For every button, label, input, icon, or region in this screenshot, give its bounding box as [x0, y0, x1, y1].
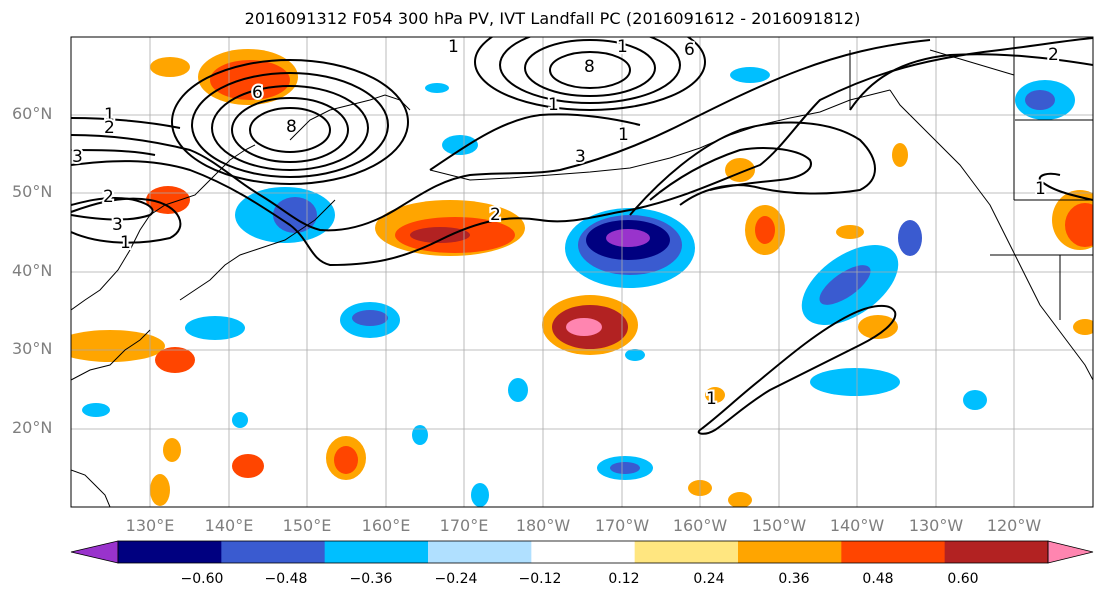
lat-label: 50°N [12, 182, 53, 201]
contour-label: 6 [252, 83, 263, 103]
colorbar-tick-label: −0.24 [434, 571, 478, 587]
lon-label: 160°W [672, 516, 728, 535]
colorbar-tick-label: 0.12 [608, 571, 640, 587]
lon-label: 130°W [908, 516, 964, 535]
map-title: 2016091312 F054 300 hPa PV, IVT Landfall… [244, 9, 861, 28]
colorbar-tick-label: 0.48 [862, 571, 894, 587]
contour-label: 1 [617, 37, 628, 57]
contour-label: 1 [618, 125, 629, 145]
pv-negative-anomalies [82, 67, 1075, 507]
plot-frame [70, 36, 1094, 508]
colorbar-extend-high [1047, 540, 1094, 564]
lat-label: 40°N [12, 261, 53, 280]
contour-label: 2 [1048, 45, 1059, 65]
colorbar-swatch [428, 541, 532, 563]
colorbar-tick-label: −0.48 [264, 571, 308, 587]
lat-label: 20°N [12, 418, 53, 437]
contour-label: 1 [548, 95, 559, 115]
lon-label: 180°W [515, 516, 571, 535]
lon-label: 150°E [282, 516, 332, 535]
colorbar-tick-label: 0.60 [947, 571, 979, 587]
colorbar-tick-label: −0.12 [518, 571, 562, 587]
colorbar-swatch [118, 541, 222, 563]
pv-positive-anomalies [71, 49, 1093, 507]
contour-label: 2 [490, 205, 501, 225]
lon-label: 120°W [986, 516, 1042, 535]
lat-label: 30°N [12, 339, 53, 358]
contour-label: 1 [1035, 179, 1046, 199]
colorbar-tick-label: −0.36 [349, 571, 393, 587]
contour-label: 8 [584, 57, 595, 77]
colorbar-swatch [944, 541, 1049, 563]
contour-label: 3 [575, 147, 586, 167]
colorbar [70, 540, 1094, 564]
colorbar-swatch [634, 541, 739, 563]
contour-labels: 1 1 2 3 6 8 2 3 1 1 3 1 1 6 8 2 1 1 2 [71, 37, 1061, 411]
pv-contours [71, 37, 1093, 435]
lon-label: 130°E [125, 516, 175, 535]
graticule [71, 37, 1093, 507]
colorbar-swatch [531, 541, 636, 563]
lon-label: 140°E [204, 516, 254, 535]
lat-label: 60°N [12, 104, 53, 123]
colorbar-swatch [841, 541, 946, 563]
lon-label: 160°E [361, 516, 411, 535]
colorbar-swatch [738, 541, 842, 563]
colorbar-tick-label: 0.36 [778, 571, 810, 587]
contour-label: 1 [448, 37, 459, 57]
lon-label: 150°W [751, 516, 807, 535]
contour-label: 1 [706, 389, 717, 409]
contour-label: 1 [120, 233, 131, 253]
colorbar-frame [117, 540, 1049, 564]
contour-label: 2 [103, 187, 114, 207]
colorbar-extend-low [70, 540, 119, 564]
colorbar-tick-label: 0.24 [693, 571, 725, 587]
colorbar-swatch [221, 541, 326, 563]
contour-label: 6 [684, 40, 695, 60]
contour-label: 3 [112, 215, 123, 235]
contour-label: 3 [72, 147, 83, 167]
contour-label: 1 [104, 105, 115, 125]
colorbar-swatch [324, 541, 429, 563]
colorbar-tick-label: −0.60 [180, 571, 224, 587]
lon-label: 170°E [439, 516, 489, 535]
contour-label: 2 [104, 118, 115, 138]
contour-label: 8 [286, 117, 297, 137]
lon-label: 140°W [829, 516, 885, 535]
lon-label: 170°W [594, 516, 650, 535]
